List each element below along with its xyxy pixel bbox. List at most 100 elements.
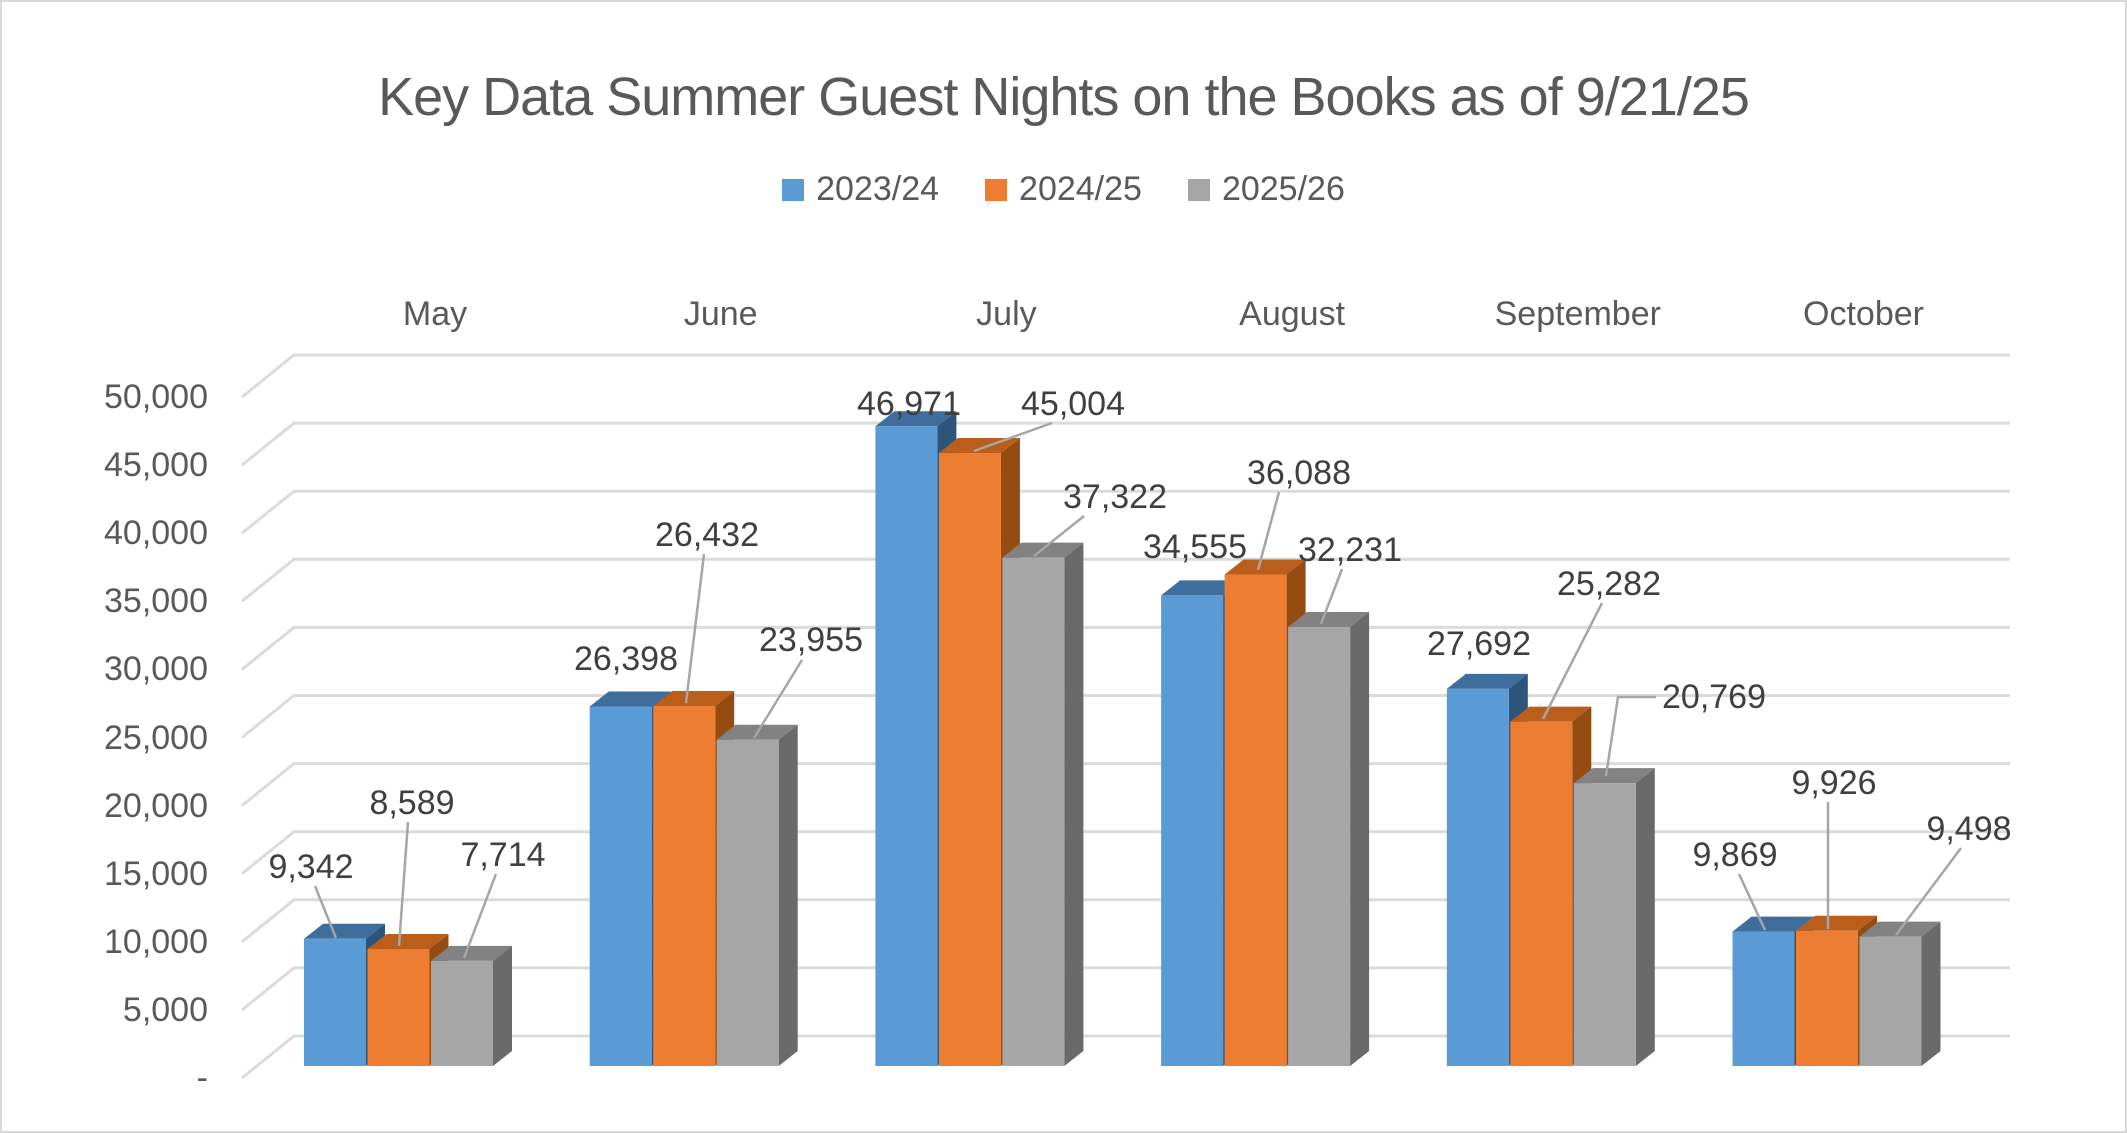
bar-may-2025-26[interactable] [431,945,512,1066]
bar-front-face [431,960,493,1066]
bar-september-2025-26[interactable] [1573,768,1655,1066]
chart-title: Key Data Summer Guest Nights on the Book… [378,67,1750,127]
leader-line [1256,491,1281,571]
bar-top-face [431,945,512,961]
legend-marker-icon [985,178,1008,201]
bar-front-face [1224,574,1287,1066]
bar-top-face [1288,612,1370,628]
data-label: 25,282 [1557,565,1661,603]
leader-line [684,553,706,704]
bar-august-2025-26[interactable] [1288,612,1370,1066]
bars [304,411,1941,1066]
data-label: 7,714 [460,836,546,874]
bar-july-2025-26[interactable] [1002,542,1084,1066]
bar-side-face [493,945,512,1066]
gridline [241,1034,2010,1080]
bar-front-face [304,938,366,1066]
gridline [241,694,2010,739]
data-label: 34,555 [1143,528,1247,566]
y-tick-label: 40,000 [104,514,208,553]
data-label: 46,971 [857,385,961,423]
category-label-august: August [1239,295,1346,333]
bar-october-2025-26[interactable] [1859,921,1941,1066]
bar-front-face [653,705,716,1066]
legend-marker-icon [1187,178,1210,201]
bar-front-face [1161,595,1224,1066]
data-label: 26,432 [655,516,759,554]
data-label: 36,088 [1247,454,1351,492]
bar-front-face [1510,721,1573,1066]
bar-top-face [304,923,385,939]
bar-front-face [589,706,652,1066]
leader-line [1033,515,1085,557]
bar-top-face [1796,915,1877,931]
legend: 2023/24 2024/25 2025/26 [2,170,2125,209]
legend-item-2024-25[interactable]: 2024/25 [985,170,1142,209]
y-tick-label: 50,000 [104,378,208,416]
leader-line [752,659,804,739]
category-label-september: September [1494,295,1661,333]
bar-front-face [1288,627,1351,1066]
bar-june-2025-26[interactable] [716,724,798,1066]
leader-line [313,885,338,939]
y-tick-label: 20,000 [104,786,208,825]
y-tick-label: - [196,1059,208,1097]
data-label: 27,692 [1427,625,1531,663]
legend-label: 2023/24 [816,170,940,208]
gridlines [241,353,2010,1080]
y-tick-label: 5,000 [122,990,208,1029]
category-label-may: May [402,295,468,333]
data-label: 9,869 [1692,836,1778,874]
y-tick-label: 35,000 [104,582,208,621]
gridline [241,489,2010,535]
data-label: 9,498 [1926,810,2012,848]
gridline [241,966,2010,1012]
bar-front-face [1796,930,1858,1066]
gridline [241,353,2010,399]
data-label: 20,769 [1662,678,1766,716]
gridline [241,898,2010,943]
bar-side-face [1064,542,1084,1066]
bar-side-face [778,724,798,1066]
bar-front-face [1732,931,1795,1066]
y-tick-label: 10,000 [104,922,208,961]
y-tick-label: 30,000 [104,650,208,689]
bar-top-face [1732,916,1814,932]
leader-line [462,873,498,959]
bar-front-face [1446,688,1509,1066]
bar-top-face [1161,580,1243,596]
data-label: 9,926 [1791,764,1877,802]
bar-top-face [1224,559,1306,575]
leader-line [1319,568,1344,625]
category-label-june: June [683,295,758,333]
bar-front-face [1859,936,1922,1066]
leader-line [397,821,410,947]
leader-line [1737,873,1767,931]
y-tick-label: 15,000 [104,854,208,893]
bar-front-face [716,739,779,1066]
gridline [241,762,2010,807]
bar-top-face [1573,768,1655,784]
gridline [241,421,2010,467]
bar-top-face [589,691,671,707]
leader-line [973,421,1053,453]
leader-line [1604,695,1656,777]
bar-side-face [1350,612,1370,1066]
data-label: 26,398 [574,640,678,678]
bar-front-face [1573,783,1636,1066]
legend-item-2025-26[interactable]: 2025/26 [1187,170,1345,209]
leader-line [1541,602,1604,720]
category-label-july: July [976,295,1037,333]
bar-front-face [938,453,1001,1066]
data-label: 8,589 [369,784,455,822]
bar-top-face [1510,706,1592,722]
gridline [241,830,2010,875]
bar-side-face [1635,768,1655,1066]
legend-item-2023-24[interactable]: 2023/24 [782,170,939,209]
bar-top-face [875,411,957,427]
legend-label: 2025/26 [1221,170,1345,208]
data-label: 37,322 [1063,478,1167,516]
bar-front-face [367,949,430,1066]
bar-top-face [653,690,735,706]
